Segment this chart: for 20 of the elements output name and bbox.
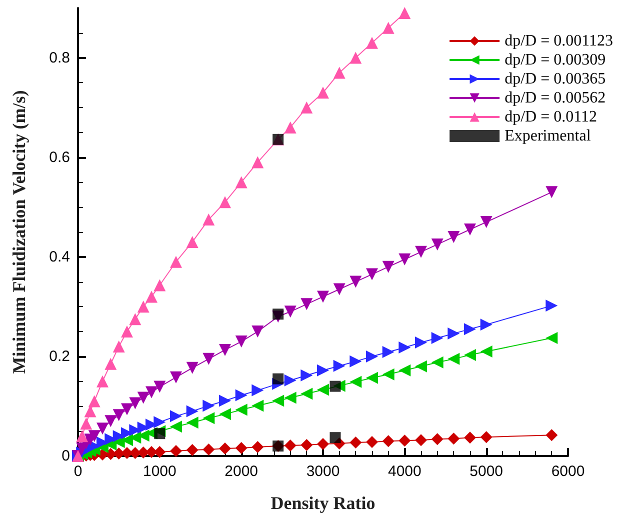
y-tick-label: 0.4: [49, 248, 70, 266]
legend-label: dp/D = 0.0112: [504, 108, 598, 126]
legend-label: dp/D = 0.00309: [504, 52, 606, 68]
x-tick-label: 4000: [388, 463, 422, 480]
legend-label: dp/D = 0.001123: [504, 32, 614, 50]
x-tick-label: 1000: [142, 463, 176, 480]
y-tick-label: 0: [62, 448, 70, 464]
x-tick-label: 6000: [551, 463, 585, 480]
x-tick-label: 2000: [224, 463, 258, 480]
y-tick-label: 0.6: [49, 148, 70, 166]
y-tick-label: 0.2: [49, 348, 70, 365]
y-tick-label: 0.8: [49, 49, 70, 66]
y-axis-title: Minimum Fluidization Velocity (m/s): [9, 90, 29, 374]
x-axis-title: Density Ratio: [270, 493, 376, 513]
x-tick-label: 3000: [306, 463, 340, 480]
legend-label: dp/D = 0.00562: [504, 90, 606, 106]
legend-label: Experimental: [504, 128, 592, 144]
x-tick-label: 5000: [470, 463, 504, 480]
x-tick-label: 0: [74, 463, 82, 480]
legend-label: dp/D = 0.00365: [504, 70, 606, 88]
